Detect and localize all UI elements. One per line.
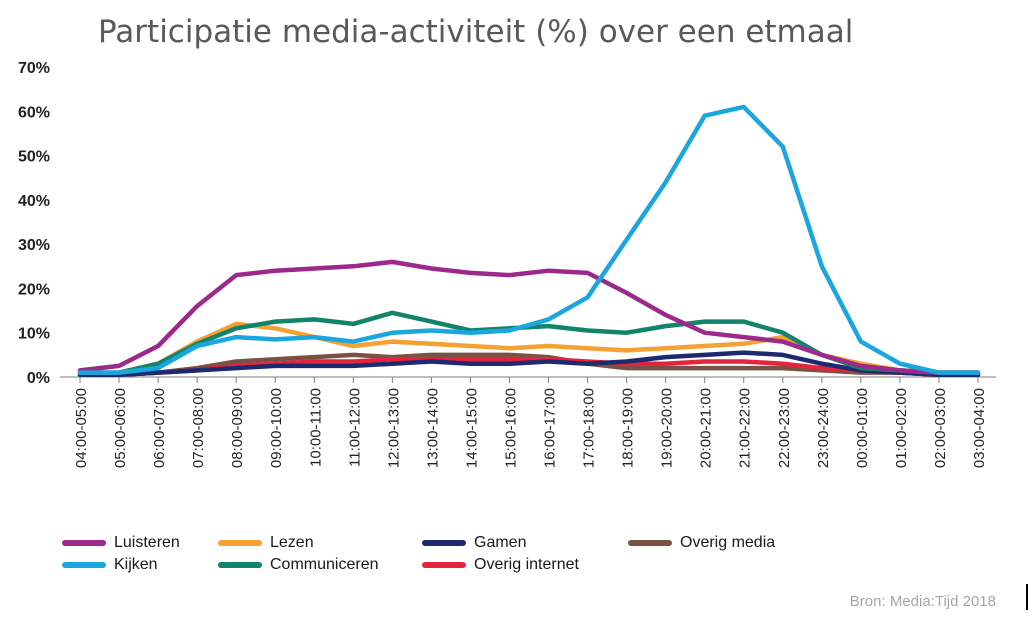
y-tick-label: 50% bbox=[18, 149, 50, 166]
source-note: Bron: Media:Tijd 2018 bbox=[849, 593, 996, 610]
y-tick-label: 40% bbox=[18, 193, 50, 210]
legend-label: Overig internet bbox=[474, 556, 579, 573]
legend-label: Gamen bbox=[474, 534, 527, 551]
series-line-luisteren bbox=[77, 259, 981, 375]
y-tick-label: 30% bbox=[18, 237, 50, 254]
x-tick-label: 08:00-09:00 bbox=[229, 388, 246, 468]
legend-swatch bbox=[62, 562, 106, 568]
x-tick-label: 21:00-22:00 bbox=[737, 388, 754, 468]
x-tick-label: 10:00-11:00 bbox=[307, 388, 324, 467]
x-tick-label: 12:00-13:00 bbox=[385, 388, 402, 468]
y-tick-label: 20% bbox=[18, 281, 50, 298]
legend-label: Kijken bbox=[114, 556, 158, 573]
series-lines bbox=[77, 104, 981, 378]
x-tick-label: 20:00-21:00 bbox=[698, 388, 715, 468]
legend-swatch bbox=[422, 562, 466, 568]
x-tick-label: 22:00-23:00 bbox=[776, 388, 793, 468]
x-tick-label: 01:00-02:00 bbox=[893, 388, 910, 468]
legend: Luisteren Kijken Lezen Communiceren Game… bbox=[62, 532, 822, 580]
legend-swatch bbox=[628, 540, 672, 546]
edge-marker bbox=[1026, 584, 1028, 610]
legend-swatch bbox=[62, 540, 106, 546]
x-tick-label: 18:00-19:00 bbox=[620, 388, 637, 468]
legend-swatch bbox=[218, 540, 262, 546]
y-tick-label: 60% bbox=[18, 104, 50, 121]
legend-item-luisteren: Luisteren bbox=[62, 532, 180, 554]
legend-item-lezen: Lezen bbox=[218, 532, 314, 554]
x-tick-label: 04:00-05:00 bbox=[73, 388, 90, 468]
legend-label: Overig media bbox=[680, 534, 776, 551]
y-tick-label: 10% bbox=[18, 326, 50, 343]
legend-item-overig-internet: Overig internet bbox=[422, 554, 579, 576]
legend-label: Communiceren bbox=[270, 556, 379, 573]
x-tick-label: 14:00-15:00 bbox=[463, 388, 480, 468]
x-tick-label: 06:00-07:00 bbox=[151, 388, 168, 468]
x-tick-label: 23:00-24:00 bbox=[815, 388, 832, 468]
x-tick-label: 11:00-12:00 bbox=[346, 388, 363, 467]
x-tick-label: 05:00-06:00 bbox=[112, 388, 129, 468]
legend-item-communiceren: Communiceren bbox=[218, 554, 378, 576]
legend-item-overig-media: Overig media bbox=[628, 532, 775, 554]
series-line-overig-media bbox=[77, 352, 981, 378]
x-tick-label: 07:00-08:00 bbox=[190, 388, 207, 468]
y-axis: 0% 10% 20% 30% 40% 50% 60% 70% bbox=[18, 60, 50, 387]
legend-swatch bbox=[218, 562, 262, 568]
series-line-gamen bbox=[77, 350, 981, 378]
x-tick-label: 19:00-20:00 bbox=[659, 388, 676, 468]
x-tick-label: 00:00-01:00 bbox=[854, 388, 871, 468]
x-tick-label: 17:00-18:00 bbox=[581, 388, 598, 468]
legend-item-kijken: Kijken bbox=[62, 554, 158, 576]
x-tick-label: 16:00-17:00 bbox=[542, 388, 559, 468]
x-tick-label: 02:00-03:00 bbox=[932, 388, 949, 468]
y-tick-label: 0% bbox=[27, 370, 50, 387]
x-axis: 04:00-05:00 05:00-06:00 06:00-07:00 07:00-0… bbox=[60, 376, 996, 468]
legend-label: Luisteren bbox=[114, 534, 180, 551]
x-tick-label: 13:00-14:00 bbox=[424, 388, 441, 468]
y-tick-label: 70% bbox=[18, 60, 50, 77]
legend-item-gamen: Gamen bbox=[422, 532, 526, 554]
legend-label: Lezen bbox=[270, 534, 314, 551]
series-line-kijken bbox=[77, 104, 981, 375]
x-tick-label: 09:00-10:00 bbox=[268, 388, 285, 468]
legend-swatch bbox=[422, 540, 466, 546]
x-tick-label: 03:00-04:00 bbox=[971, 388, 988, 468]
chart-title: Participatie media-activiteit (%) over e… bbox=[98, 14, 854, 50]
x-tick-label: 15:00-16:00 bbox=[502, 388, 519, 468]
